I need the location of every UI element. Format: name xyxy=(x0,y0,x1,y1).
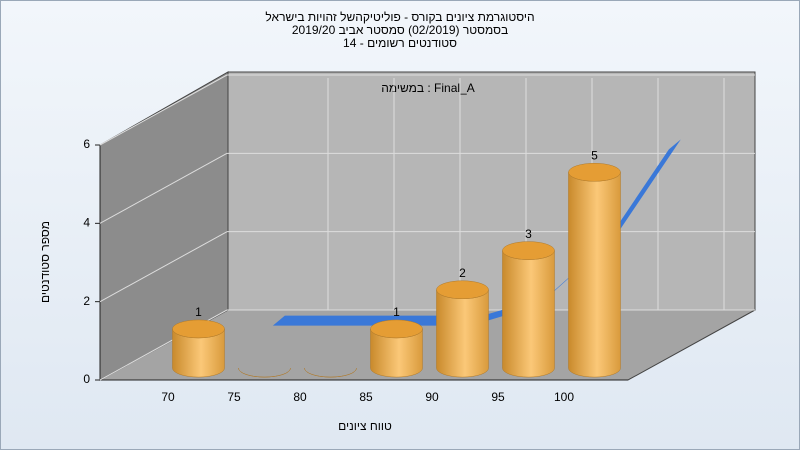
x-tick-label: 100 xyxy=(554,390,574,404)
data-label: 5 xyxy=(591,148,598,162)
bar-top xyxy=(172,319,225,339)
data-label: 2 xyxy=(459,266,466,280)
x-tick-label: 90 xyxy=(425,390,439,404)
grid-line xyxy=(99,231,228,303)
bar xyxy=(304,368,357,378)
bar xyxy=(502,250,555,378)
subtitle: במשימה : Final_A xyxy=(381,81,475,95)
grid-line xyxy=(99,152,228,224)
bar xyxy=(568,172,621,378)
bar xyxy=(238,368,291,378)
data-label: 1 xyxy=(195,305,202,319)
bar-top xyxy=(502,241,555,260)
x-tick-label: 80 xyxy=(293,390,307,404)
x-axis-label: טווח ציונים xyxy=(338,419,392,433)
bar-top xyxy=(370,319,423,339)
x-tick-label: 85 xyxy=(359,390,373,404)
back-wall xyxy=(227,71,756,311)
x-tick-label: 95 xyxy=(491,390,505,404)
title-line: סטודנטים רשומים - 14 xyxy=(343,36,457,50)
bar-top xyxy=(568,163,621,182)
x-tick-label: 75 xyxy=(227,390,241,404)
y-tick-label: 4 xyxy=(83,216,90,230)
bar-top xyxy=(436,280,489,300)
y-tick-label: 6 xyxy=(83,137,90,151)
y-tick-label: 0 xyxy=(83,372,90,386)
title-line: בסמסטר (02/2019) סמסטר אביב 2019/20 xyxy=(292,23,508,37)
data-label: 3 xyxy=(525,227,532,241)
x-tick-label: 70 xyxy=(161,390,175,404)
bar xyxy=(436,289,489,378)
data-label: 1 xyxy=(393,305,400,319)
title-line: היסטוגרמת ציונים בקורס - פוליטיקהשל זהוי… xyxy=(265,10,534,24)
title: היסטוגרמת ציונים בקורס - פוליטיקהשל זהוי… xyxy=(265,10,534,50)
y-axis-label: מספר סטודנטים xyxy=(38,221,52,303)
grid-line xyxy=(99,74,228,146)
y-tick-label: 2 xyxy=(83,294,90,308)
